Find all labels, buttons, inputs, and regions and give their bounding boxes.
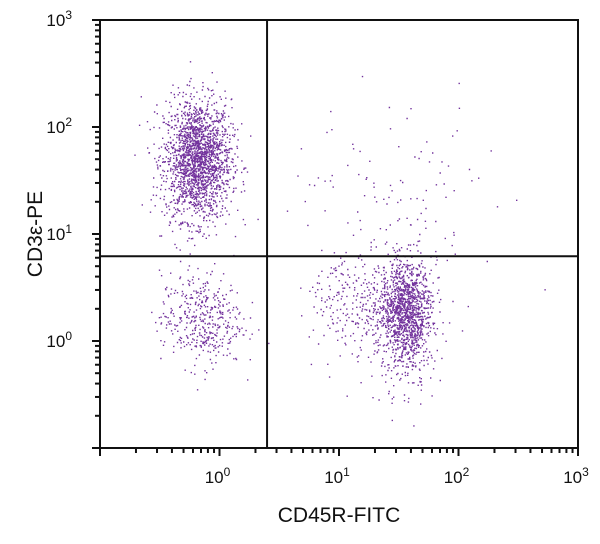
y-tick-label: 101 [46,222,72,244]
y-tick-label: 103 [46,8,72,30]
x-axis-label: CD45R-FITC [278,504,401,527]
plot-frame [99,19,579,449]
y-axis-label: CD3ε-PE [24,191,47,277]
y-tick-label: 102 [46,115,72,137]
x-tick-label: 101 [324,465,350,487]
data-points [134,61,546,427]
x-tick-label: 103 [563,465,589,487]
y-tick-label: 100 [46,329,72,351]
x-tick-label: 100 [205,465,231,487]
axes: 100 101 102 103 100 101 102 103 [46,8,589,487]
scatter-points [134,61,546,427]
x-tick-label: 102 [444,465,470,487]
